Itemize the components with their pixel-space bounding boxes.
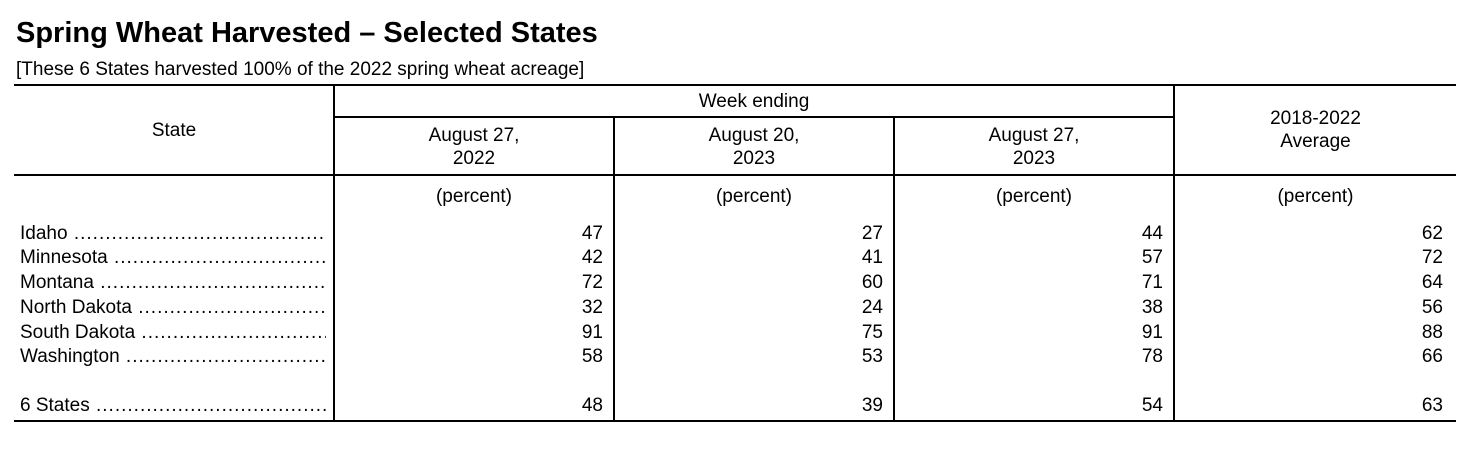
col2-divider (893, 116, 895, 422)
value-cell: 63 (1421, 395, 1443, 416)
state-name: South Dakota (20, 321, 326, 345)
value-cell: 42 (581, 247, 603, 268)
value-cell: 58 (581, 346, 603, 367)
page-title: Spring Wheat Harvested – Selected States (16, 17, 598, 49)
value-cell: 78 (1141, 346, 1163, 367)
table-top-rule (14, 84, 1456, 86)
state-name: Idaho (20, 222, 326, 246)
table-row: South Dakota 91 75 91 88 (0, 321, 1476, 345)
column-header: August 20, 2023 (615, 124, 893, 170)
unit-label: (percent) (995, 186, 1073, 207)
value-cell: 41 (861, 247, 883, 268)
value-cell: 27 (861, 223, 883, 244)
column-header-line1: August 27, (428, 125, 520, 146)
state-name: Minnesota (20, 246, 326, 270)
table-row: North Dakota 32 24 38 56 (0, 296, 1476, 320)
stub-divider (333, 84, 335, 422)
value-cell: 48 (581, 395, 603, 416)
col1-divider (613, 116, 615, 422)
column-header: 2018-2022 Average (1175, 107, 1456, 153)
table-row: Washington 58 53 78 66 (0, 345, 1476, 369)
state-name: Washington (20, 345, 326, 369)
column-header: August 27, 2022 (335, 124, 613, 170)
total-row: 6 States 48 39 54 63 (0, 394, 1476, 418)
state-name: 6 States (20, 394, 326, 418)
value-cell: 54 (1141, 395, 1163, 416)
value-cell: 56 (1421, 297, 1443, 318)
value-cell: 91 (581, 322, 603, 343)
value-cell: 32 (581, 297, 603, 318)
value-cell: 72 (581, 272, 603, 293)
state-name: North Dakota (20, 296, 326, 320)
value-cell: 44 (1141, 223, 1163, 244)
column-header-line2: Average (1280, 131, 1351, 152)
value-cell: 91 (1141, 322, 1163, 343)
group-header: Week ending (698, 91, 810, 112)
table-row: Idaho 47 27 44 62 (0, 222, 1476, 246)
table-row: Montana 72 60 71 64 (0, 271, 1476, 295)
value-cell: 53 (861, 346, 883, 367)
value-cell: 75 (861, 322, 883, 343)
column-header-line2: 2022 (452, 148, 496, 169)
table-row: Minnesota 42 41 57 72 (0, 246, 1476, 270)
value-cell: 24 (861, 297, 883, 318)
value-cell: 66 (1421, 346, 1443, 367)
value-cell: 39 (861, 395, 883, 416)
unit-label: (percent) (435, 186, 513, 207)
column-header-line2: 2023 (1012, 148, 1056, 169)
value-cell: 64 (1421, 272, 1443, 293)
header-bottom-rule (14, 174, 1456, 176)
value-cell: 38 (1141, 297, 1163, 318)
value-cell: 57 (1141, 247, 1163, 268)
unit-label: (percent) (715, 186, 793, 207)
unit-label: (percent) (1277, 186, 1354, 207)
col3-divider (1173, 84, 1175, 422)
value-cell: 71 (1141, 272, 1163, 293)
value-cell: 60 (861, 272, 883, 293)
column-header-line1: August 27, (988, 125, 1080, 146)
value-cell: 88 (1421, 322, 1443, 343)
value-cell: 62 (1421, 223, 1443, 244)
table-bottom-rule (14, 420, 1456, 422)
column-header-line1: 2018-2022 (1270, 108, 1361, 129)
column-header-line2: 2023 (732, 148, 776, 169)
value-cell: 47 (581, 223, 603, 244)
state-name: Montana (20, 271, 326, 295)
value-cell: 72 (1421, 247, 1443, 268)
stub-header: State (151, 120, 197, 141)
page-subtitle: [These 6 States harvested 100% of the 20… (16, 59, 585, 80)
week-ending-rule (335, 116, 1175, 118)
column-header: August 27, 2023 (895, 124, 1173, 170)
column-header-line1: August 20, (708, 125, 800, 146)
